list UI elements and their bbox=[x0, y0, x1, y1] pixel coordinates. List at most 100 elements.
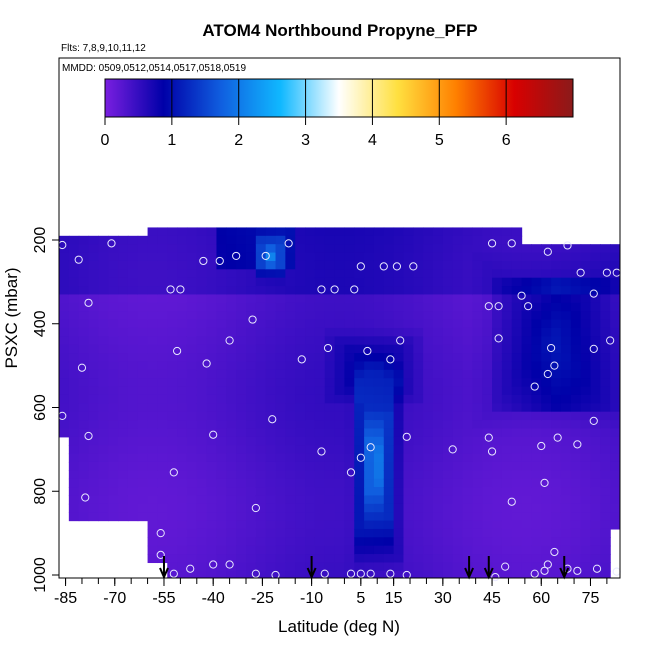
field-cell bbox=[501, 269, 513, 279]
field-cell bbox=[472, 420, 483, 430]
field-cell bbox=[285, 386, 296, 396]
field-cell bbox=[492, 470, 503, 480]
sample-point bbox=[81, 493, 90, 502]
field-cell bbox=[147, 512, 159, 522]
field-cell bbox=[383, 545, 395, 555]
field-cell bbox=[68, 252, 80, 262]
field-cell bbox=[423, 235, 434, 245]
sample-point bbox=[501, 562, 510, 571]
field-cell bbox=[305, 470, 316, 480]
field-cell bbox=[314, 487, 326, 497]
field-cell bbox=[236, 227, 247, 237]
field-cell bbox=[403, 361, 414, 371]
field-cell bbox=[492, 420, 503, 430]
field-cell bbox=[68, 353, 80, 363]
field-cell bbox=[118, 252, 129, 262]
field-cell bbox=[610, 311, 620, 321]
field-cell bbox=[275, 319, 286, 329]
field-cell bbox=[88, 369, 99, 379]
field-cell bbox=[226, 319, 237, 329]
field-cell bbox=[285, 244, 296, 254]
field-cell bbox=[482, 353, 493, 363]
field-cell bbox=[482, 528, 493, 538]
field-cell bbox=[423, 554, 434, 564]
field-cell bbox=[580, 311, 592, 321]
field-cell bbox=[275, 495, 286, 505]
field-cell bbox=[177, 411, 188, 421]
field-cell bbox=[560, 344, 572, 354]
field-cell bbox=[403, 537, 414, 547]
field-cell bbox=[344, 244, 355, 254]
colorbar-tick-label: 6 bbox=[502, 132, 511, 149]
field-cell bbox=[275, 428, 286, 438]
field-cell bbox=[531, 453, 542, 463]
field-cell bbox=[501, 311, 513, 321]
field-cell bbox=[482, 411, 493, 421]
x-tick-label: -10 bbox=[300, 590, 323, 607]
field-cell bbox=[186, 470, 198, 480]
field-cell bbox=[137, 361, 149, 371]
field-cell bbox=[147, 545, 159, 555]
field-cell bbox=[118, 420, 129, 430]
field-cell bbox=[305, 369, 316, 379]
field-cell bbox=[403, 344, 414, 354]
field-cell bbox=[255, 503, 267, 513]
field-cell bbox=[98, 344, 109, 354]
field-cell bbox=[186, 244, 198, 254]
field-cell bbox=[551, 470, 562, 480]
field-cell bbox=[137, 420, 149, 430]
field-cell bbox=[452, 545, 464, 555]
field-cell bbox=[314, 252, 326, 262]
field-cell bbox=[334, 327, 346, 337]
field-cell bbox=[492, 353, 503, 363]
field-cell bbox=[403, 302, 414, 312]
field-cell bbox=[442, 445, 454, 455]
field-cell bbox=[551, 369, 562, 379]
field-cell bbox=[501, 286, 513, 296]
field-cell bbox=[344, 227, 355, 237]
field-cell bbox=[383, 260, 395, 270]
field-cell bbox=[324, 495, 336, 505]
field-cell bbox=[255, 378, 267, 388]
field-cell bbox=[393, 495, 405, 505]
field-cell bbox=[472, 361, 483, 371]
field-cell bbox=[216, 327, 227, 337]
field-cell bbox=[531, 277, 542, 287]
field-cell bbox=[186, 294, 198, 304]
field-cell bbox=[324, 336, 336, 346]
field-cell bbox=[521, 411, 533, 421]
field-cell bbox=[541, 461, 552, 471]
field-cell bbox=[521, 269, 533, 279]
field-cell bbox=[314, 503, 326, 513]
field-cell bbox=[246, 411, 257, 421]
field-cell bbox=[334, 344, 346, 354]
field-cell bbox=[354, 520, 365, 530]
field-cell bbox=[531, 302, 542, 312]
field-cell bbox=[59, 420, 70, 430]
flight-arrow-head bbox=[306, 567, 317, 580]
field-cell bbox=[364, 319, 375, 329]
field-cell bbox=[167, 478, 178, 488]
field-cell bbox=[482, 260, 493, 270]
field-cell bbox=[324, 361, 336, 371]
field-cell bbox=[236, 428, 247, 438]
field-cell bbox=[275, 537, 286, 547]
field-cell bbox=[236, 277, 247, 287]
field-cell bbox=[157, 378, 168, 388]
field-cell bbox=[88, 495, 99, 505]
field-cell bbox=[521, 503, 533, 513]
field-cell bbox=[59, 394, 70, 404]
field-cell bbox=[590, 428, 601, 438]
field-cell bbox=[541, 378, 552, 388]
field-cell bbox=[236, 503, 247, 513]
field-cell bbox=[295, 411, 306, 421]
field-cell bbox=[295, 428, 306, 438]
field-cell bbox=[275, 420, 286, 430]
field-cell bbox=[334, 428, 346, 438]
field-cell bbox=[560, 394, 572, 404]
field-cell bbox=[452, 428, 464, 438]
field-cell bbox=[570, 252, 582, 262]
field-cell bbox=[462, 369, 473, 379]
field-cell bbox=[324, 394, 336, 404]
field-cell bbox=[610, 520, 620, 530]
